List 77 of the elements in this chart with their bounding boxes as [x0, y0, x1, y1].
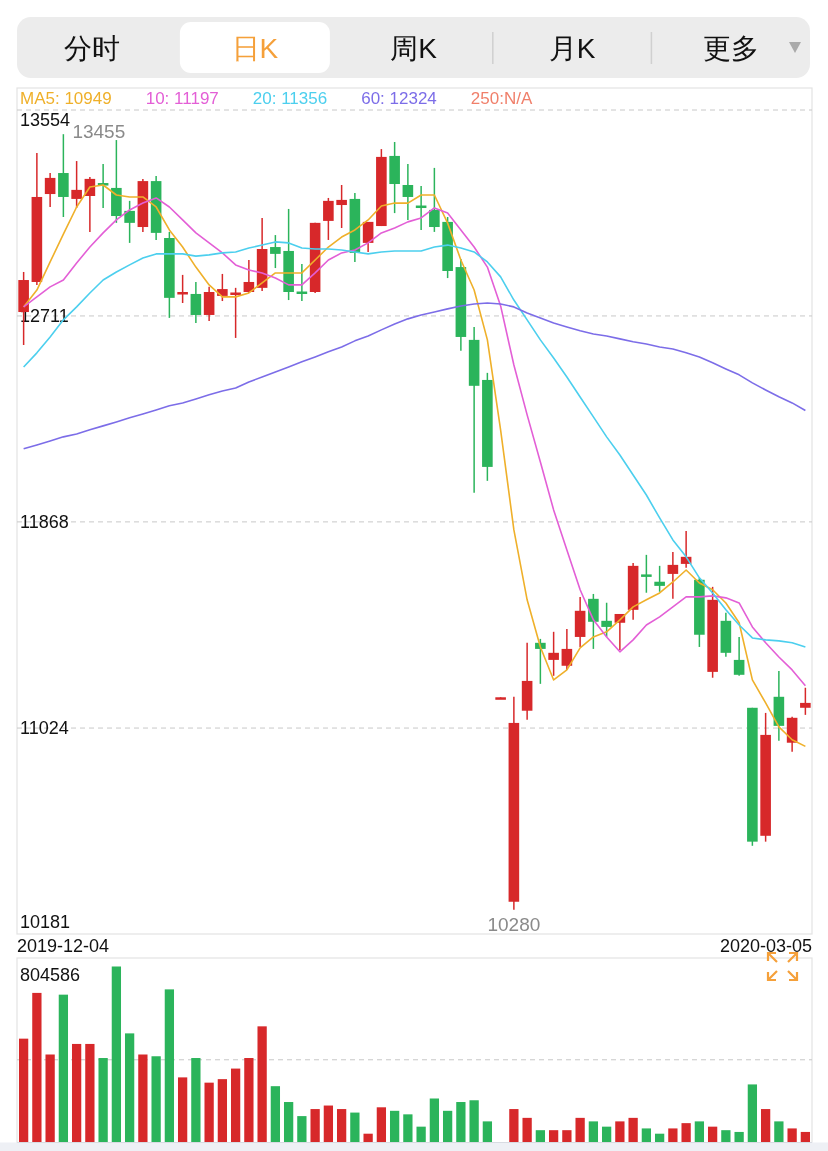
y-tick-label: 11868: [20, 511, 69, 532]
bar: [376, 1107, 387, 1143]
bar: [548, 1130, 559, 1143]
bar: [18, 1038, 29, 1143]
annotation: 13455: [72, 121, 126, 143]
text: 2020-03-05: [719, 936, 812, 956]
bar: [283, 1102, 294, 1143]
bar: [535, 1130, 546, 1143]
bar: [442, 1110, 453, 1143]
y-tick-label: 10181: [20, 912, 71, 932]
bar: [389, 1110, 400, 1143]
bar: [787, 1128, 797, 1143]
bar: [403, 1114, 413, 1143]
bar: [111, 966, 122, 1143]
bar: [588, 1121, 599, 1143]
text: MA5: 10949: [20, 89, 112, 108]
bar: [230, 1068, 241, 1143]
text: 20: 11356: [252, 89, 328, 108]
bar: [124, 1033, 135, 1143]
bar: [244, 1058, 254, 1143]
bar: [416, 1126, 426, 1143]
bar: [138, 1054, 148, 1143]
bar: [721, 1130, 731, 1143]
bar: [297, 1116, 307, 1143]
text: 2019-12-04: [17, 936, 110, 956]
bar: [151, 1056, 161, 1143]
text: 更多: [702, 33, 759, 64]
bar: [323, 1105, 334, 1143]
bar: [694, 1121, 705, 1143]
bar: [270, 1086, 281, 1143]
annotation: 10280: [487, 913, 541, 935]
bar: [482, 1121, 493, 1143]
bar: [456, 1102, 466, 1143]
bar: [336, 1109, 347, 1143]
bar: [204, 1082, 214, 1143]
bar: [707, 1126, 718, 1143]
text: 月K: [548, 33, 596, 64]
bar: [45, 1054, 55, 1143]
bar: [257, 1026, 267, 1143]
bar: [800, 1131, 811, 1143]
bar: [681, 1123, 691, 1143]
bar: [363, 1133, 373, 1143]
bar: [760, 1109, 771, 1143]
bar: [668, 1128, 678, 1143]
bar: [85, 1043, 95, 1143]
bar: [191, 1058, 201, 1143]
bar: [217, 1079, 228, 1143]
bar: [98, 1058, 108, 1143]
text: 10: 11197: [145, 89, 219, 108]
bar: [469, 1100, 479, 1143]
bar: [32, 992, 42, 1143]
text: 周K: [390, 33, 438, 64]
legend-label: 250:N/A: [470, 89, 533, 108]
bar: [509, 1109, 519, 1143]
text: 分时: [64, 33, 121, 64]
bar: [774, 1121, 784, 1143]
bar: [734, 1131, 744, 1143]
bar: [601, 1126, 612, 1143]
bar: [58, 994, 69, 1143]
bar: [575, 1117, 585, 1143]
bar: [562, 1130, 572, 1143]
bar: [177, 1077, 188, 1143]
y-tick-label: 11024: [20, 718, 69, 739]
text: 60: 12324: [361, 89, 437, 108]
bar: [615, 1121, 625, 1143]
y-tick-label: 13554: [20, 109, 71, 130]
bar: [310, 1109, 320, 1143]
bar: [71, 1043, 82, 1143]
bar: [350, 1112, 360, 1143]
bar: [641, 1128, 652, 1143]
bar: [522, 1117, 532, 1143]
bar: [164, 989, 175, 1143]
text: 日K: [231, 33, 279, 64]
bar: [747, 1084, 758, 1143]
bar: [628, 1117, 638, 1143]
annotation: 804586: [20, 965, 81, 985]
bar: [429, 1098, 440, 1143]
